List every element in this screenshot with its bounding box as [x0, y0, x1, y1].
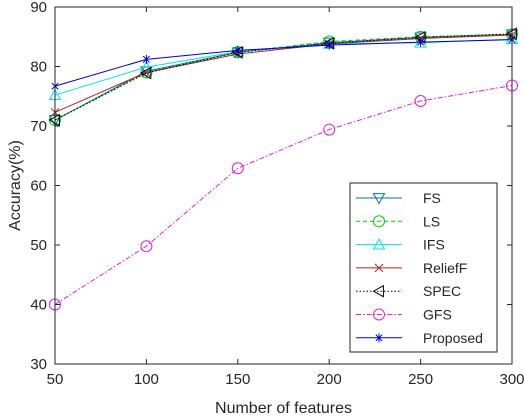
legend-marker-GFS [373, 308, 385, 321]
legend-item-IFS: IFS [356, 237, 445, 253]
data-point-Proposed-200 [325, 40, 333, 50]
y-tick-label-60: 60 [30, 178, 47, 195]
x-axis-label: Number of features [215, 400, 352, 416]
legend-label-ReliefF: ReliefF [423, 260, 467, 276]
series-layer [48, 27, 519, 311]
data-point-GFS-250 [414, 95, 427, 108]
data-point-GFS-150 [231, 162, 244, 175]
legend-marker-Proposed [375, 333, 383, 343]
x-tick-label-150: 150 [225, 371, 250, 388]
axes-layer: 50 100 150 200 250 300 30 40 50 60 70 80 90 [30, 0, 524, 388]
y-tick-label-80: 80 [30, 59, 47, 76]
data-point-Proposed-100 [142, 54, 150, 64]
data-point-IFS-100 [140, 60, 153, 72]
data-point-SPEC-250 [414, 30, 426, 44]
x-tick-label-50: 50 [47, 371, 64, 388]
legend-label-LS: LS [423, 213, 440, 229]
y-tick-label-70: 70 [30, 118, 47, 135]
legend-label-FS: FS [423, 190, 441, 206]
y-tick-label-40: 40 [30, 297, 47, 314]
data-point-SPEC-50 [48, 113, 60, 127]
y-tick-label-50: 50 [30, 237, 47, 254]
legend-label-IFS: IFS [423, 237, 445, 253]
legend-marker-IFS [372, 238, 386, 250]
legend-label-Proposed: Proposed [423, 330, 483, 346]
series-line-ReliefF [54, 34, 513, 113]
legend-label-GFS: GFS [423, 307, 452, 323]
data-point-Proposed-150 [234, 45, 242, 55]
legend-item-SPEC: SPEC [356, 283, 461, 299]
x-tick-label-250: 250 [408, 371, 433, 388]
series-line-GFS [54, 85, 513, 305]
legend: FS LS IFS ReliefF SPEC GFS Proposed [349, 182, 498, 353]
legend-item-GFS: GFS [356, 307, 452, 323]
legend-label-SPEC: SPEC [423, 283, 461, 299]
legend-marker-FS [372, 193, 386, 205]
data-point-GFS-100 [140, 240, 153, 253]
legend-item-Proposed: Proposed [356, 330, 483, 346]
x-tick-label-300: 300 [499, 371, 524, 388]
data-point-FS-250 [414, 32, 427, 44]
data-point-Proposed-250 [417, 37, 425, 47]
legend-marker-SPEC [372, 284, 384, 298]
x-tick-label-200: 200 [317, 371, 342, 388]
data-point-GFS-200 [323, 123, 336, 136]
y-tick-label-90: 90 [30, 0, 47, 16]
data-point-SPEC-100 [139, 66, 152, 80]
legend-item-ReliefF: ReliefF [356, 260, 467, 276]
x-tick-label-100: 100 [134, 371, 159, 388]
y-tick-label-30: 30 [30, 356, 47, 373]
data-point-SPEC-300 [505, 27, 517, 41]
legend-marker-ReliefF [374, 263, 384, 273]
series-line-Proposed [54, 39, 513, 87]
series-line-LS [54, 33, 513, 121]
legend-marker-LS [373, 215, 385, 228]
legend-item-FS: FS [356, 190, 441, 206]
y-axis-label: Accuracy(%) [7, 140, 24, 231]
legend-item-LS: LS [356, 213, 440, 229]
